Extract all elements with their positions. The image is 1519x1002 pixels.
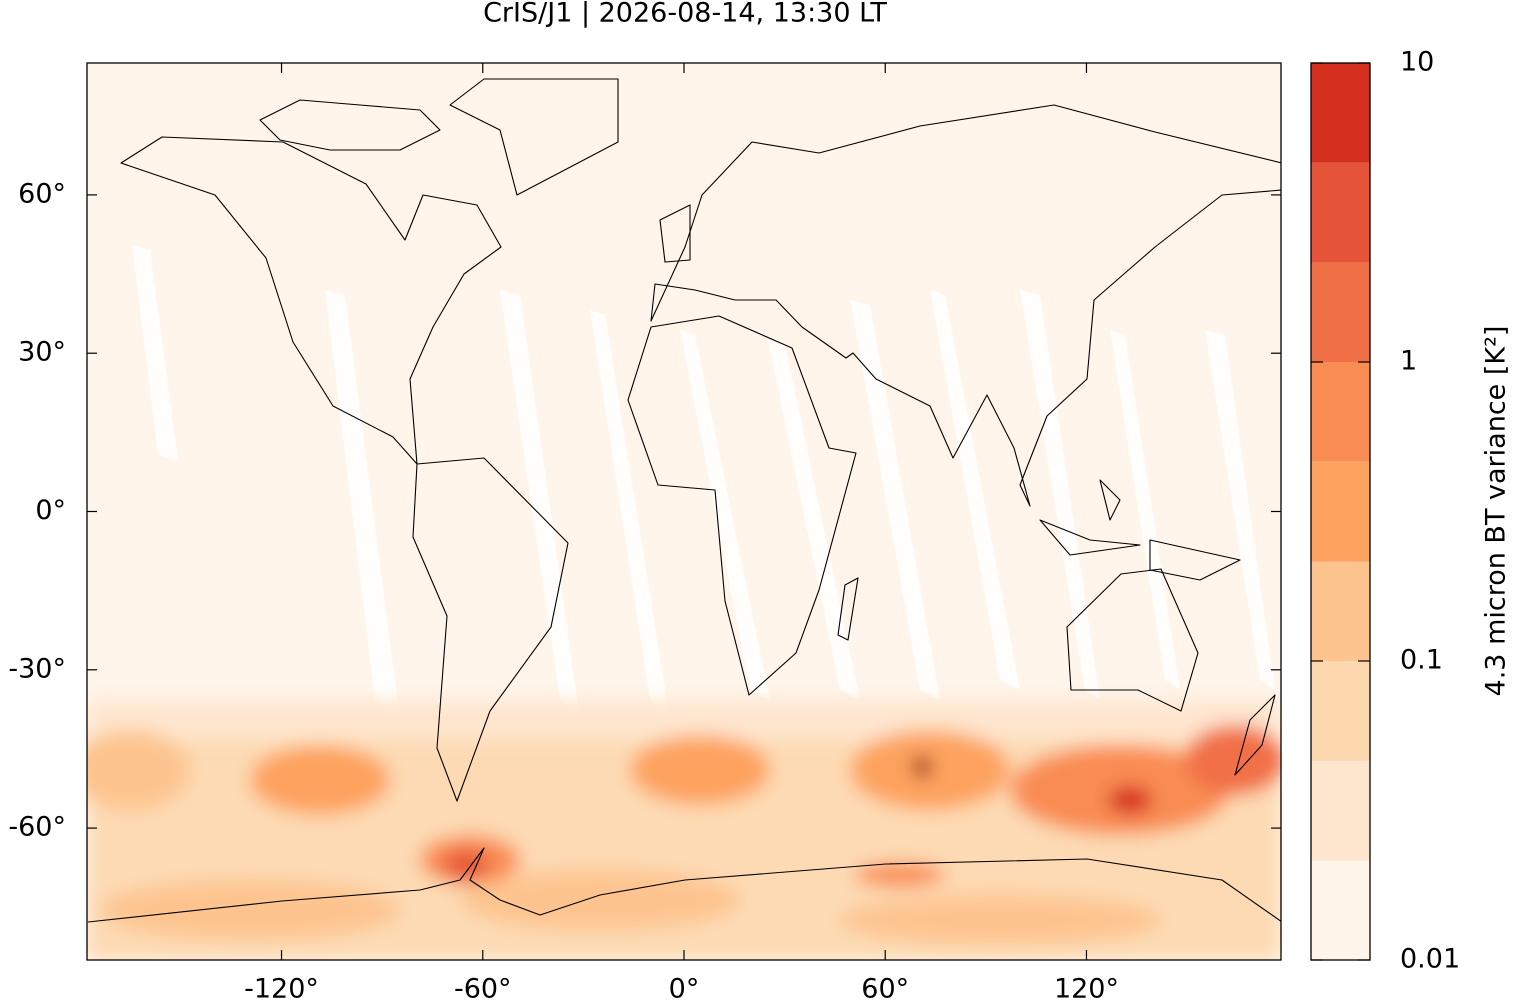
colorbar-tick-label: 0.1 [1400,645,1443,676]
axes: -120° -60° 0° 60° 120° 60° 30° 0° -30° -60° [8,63,1281,1002]
colorbar-band [1311,561,1370,661]
colorbar-band [1311,63,1370,163]
coastlines [87,78,1281,923]
map-title: CrIS/J1 | 2026-08-14, 13:30 LT [483,0,887,29]
y-tick-label: -30° [8,653,66,684]
variance-field [87,700,1281,960]
x-tick-label: 60° [861,974,909,1002]
y-tick-label: 30° [18,337,66,368]
colorbar-tick-label: 1 [1400,346,1417,377]
colorbar-tick-label: 0.01 [1400,944,1460,975]
colorbar: 0.01 0.1 1 10 [1310,47,1460,975]
colorbar-band [1311,860,1370,960]
colorbar-band [1311,162,1370,263]
colorbar-band [1311,461,1370,562]
x-tick-label: -60° [454,974,512,1002]
colorbar-tick-label: 10 [1400,47,1434,78]
colorbar-frame [1310,62,1371,961]
x-tick-label: -120° [244,974,319,1002]
swath-gaps [132,245,1275,720]
map-field [87,63,1281,960]
x-tick-label: 120° [1054,974,1119,1002]
colorbar-band [1311,661,1370,761]
y-tick-label: 0° [35,495,66,526]
colorbar-label: 4.3 micron BT variance [K²] [1481,326,1512,697]
y-tick-label: 60° [18,178,66,209]
colorbar-band [1311,362,1370,462]
colorbar-band [1311,760,1370,861]
colorbar-band [1311,262,1370,362]
y-tick-label: -60° [8,812,66,843]
x-tick-label: 0° [669,974,700,1002]
